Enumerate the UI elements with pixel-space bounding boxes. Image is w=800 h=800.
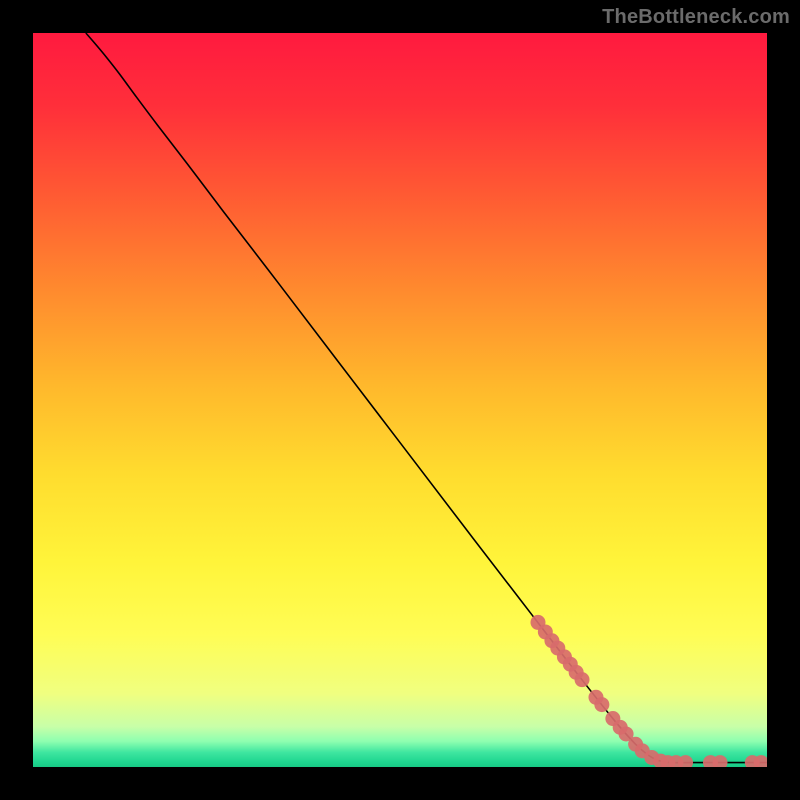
data-markers [530, 615, 767, 767]
watermark-text: TheBottleneck.com [602, 6, 790, 29]
data-marker [594, 697, 609, 712]
chart-overlay [33, 33, 767, 767]
data-marker [575, 672, 590, 687]
curve-line [86, 33, 767, 763]
chart-area [33, 33, 767, 767]
